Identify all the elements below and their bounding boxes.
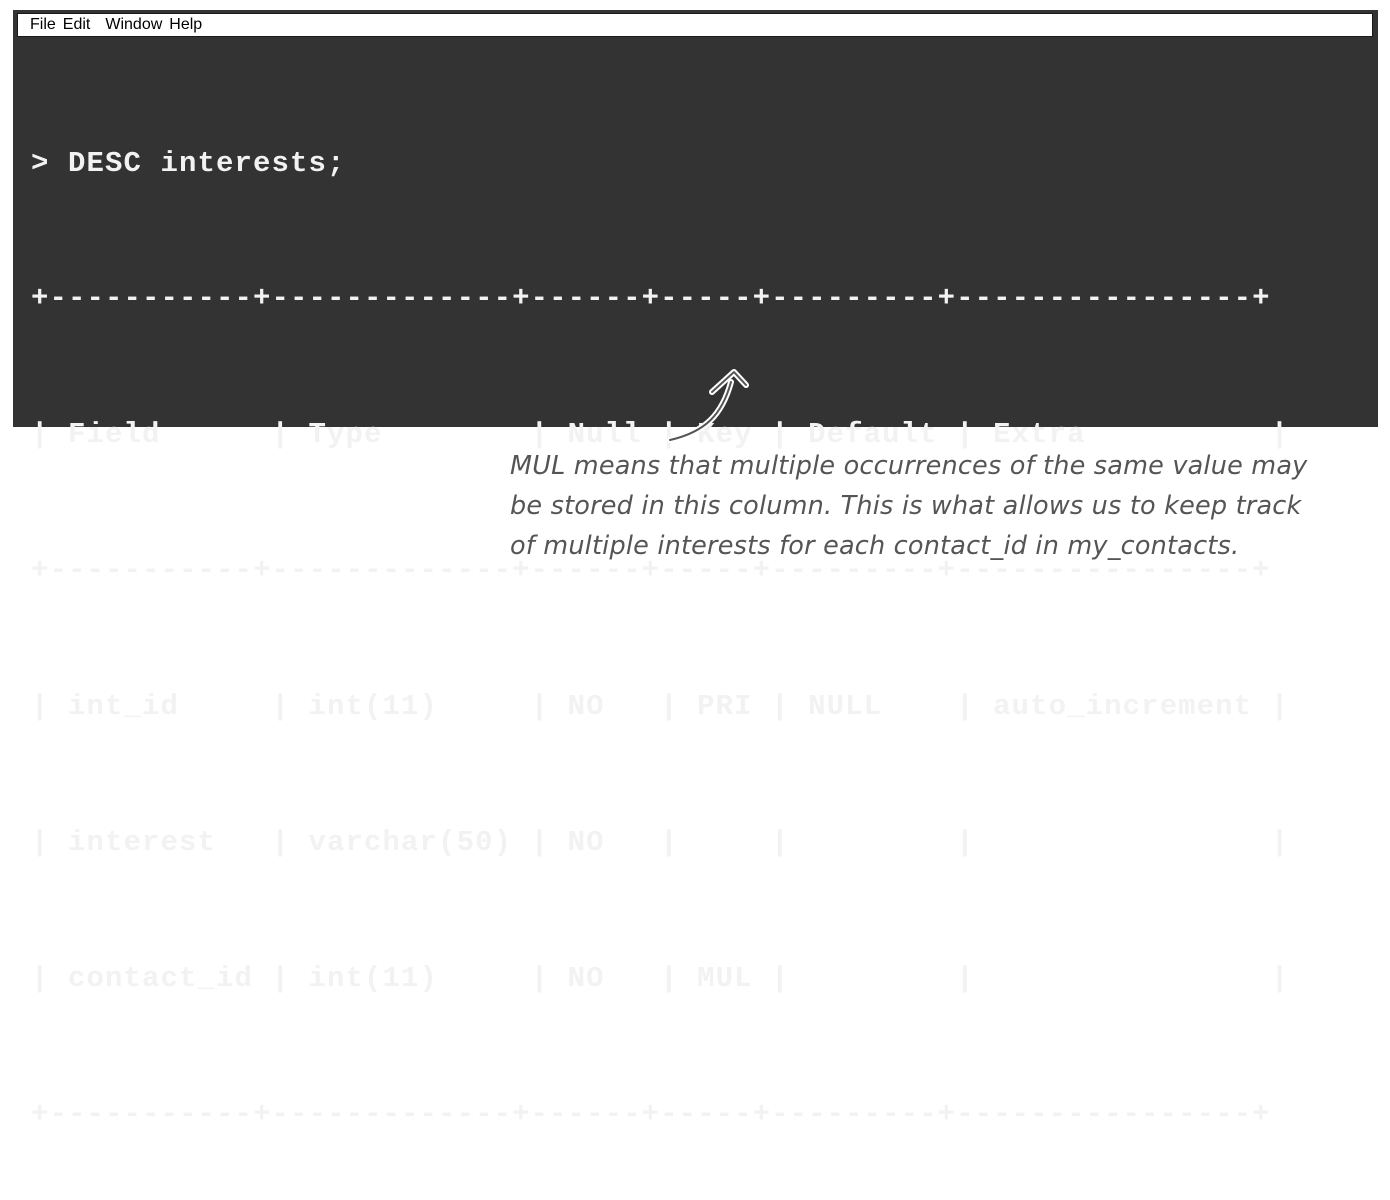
menu-window[interactable]: Window (105, 16, 163, 33)
table-border-bottom: +-----------+-------------+------+-----+… (31, 1097, 1271, 1131)
command-line: > DESC interests; (31, 146, 346, 180)
table-header-row: | Field | Type | Null | Key | Default | … (31, 418, 1290, 452)
menu-edit[interactable]: Edit (62, 16, 91, 33)
annotation-note: MUL means that multiple occurrences of t… (510, 446, 1330, 566)
annotation-line: of multiple interests for each contact_i… (510, 531, 1240, 561)
annotation-arrow-icon (667, 369, 749, 443)
table-border-top: +-----------+-------------+------+-----+… (31, 282, 1271, 316)
menu-bar: File Edit Window Help (17, 13, 1373, 37)
annotation-line: MUL means that multiple occurrences of t… (510, 451, 1308, 481)
menu-file[interactable]: File (30, 16, 56, 33)
table-row: | int_id | int(11) | NO | PRI | NULL | a… (31, 690, 1290, 724)
annotation-line: be stored in this column. This is what a… (510, 491, 1302, 521)
menu-help[interactable]: Help (169, 16, 203, 33)
table-border-mid: +-----------+-------------+------+-----+… (31, 554, 1271, 588)
table-row: | contact_id | int(11) | NO | MUL | | | (31, 961, 1290, 995)
table-row: | interest | varchar(50) | NO | | | | (31, 826, 1290, 860)
